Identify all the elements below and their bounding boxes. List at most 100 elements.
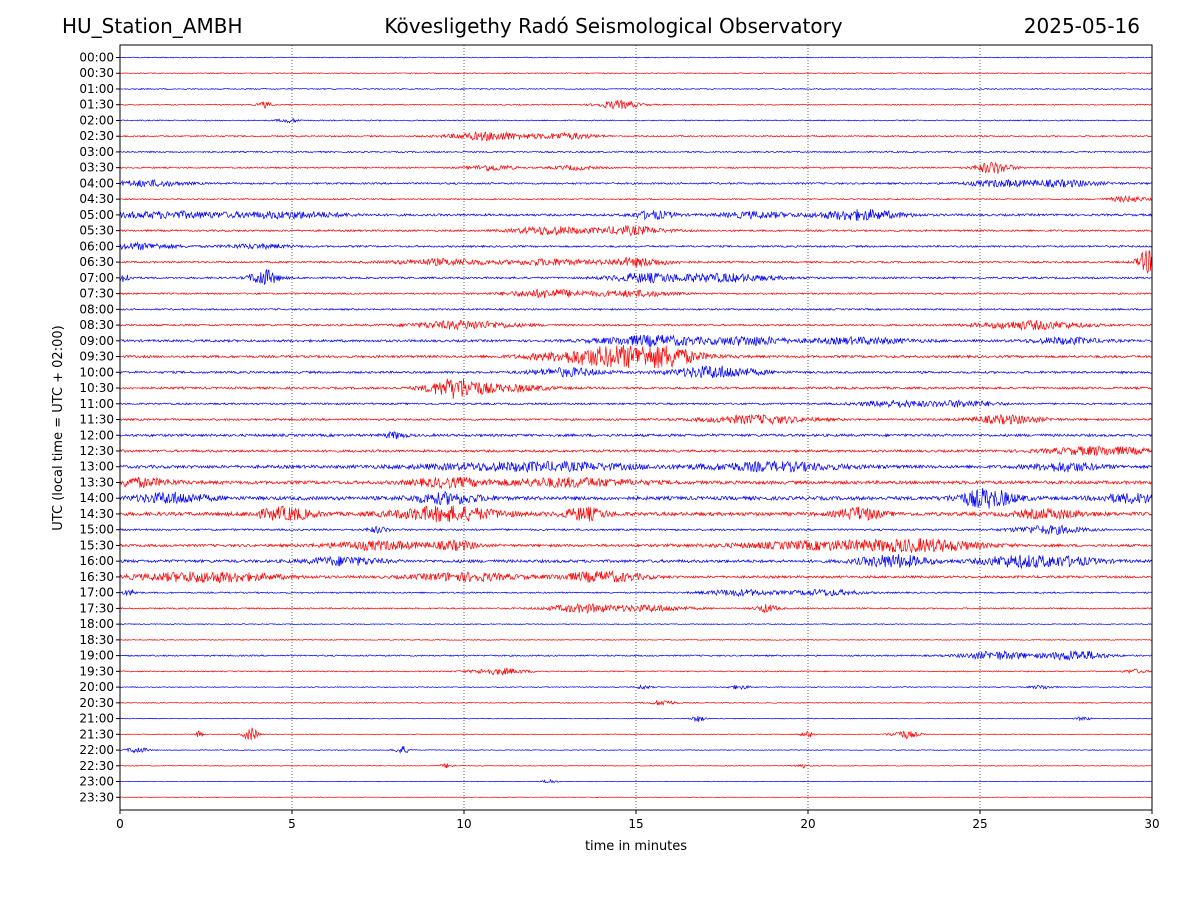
y-tick-label: 09:00	[79, 334, 114, 348]
y-tick-label: 05:30	[79, 224, 114, 238]
trace-0300	[119, 150, 1153, 154]
trace-0830	[119, 319, 1153, 332]
trace-1630	[119, 570, 1153, 584]
y-tick-label: 01:30	[79, 98, 114, 112]
trace-0900	[119, 334, 1153, 347]
trace-0000	[119, 56, 1153, 59]
trace-0330	[119, 161, 1153, 174]
y-tick-label: 23:00	[79, 775, 114, 789]
x-tick-label: 25	[972, 817, 987, 831]
trace-1800	[119, 623, 1153, 626]
x-tick-label: 5	[288, 817, 296, 831]
y-tick-label: 21:30	[79, 727, 114, 741]
y-tick-label: 19:00	[79, 649, 114, 663]
y-tick-label: 00:30	[79, 66, 114, 80]
y-tick-label: 11:30	[79, 413, 114, 427]
y-tick-label: 07:30	[79, 287, 114, 301]
trace-0400	[119, 178, 1153, 189]
trace-2030	[119, 699, 1153, 706]
trace-1900	[119, 650, 1153, 661]
y-tick-label: 12:00	[79, 428, 114, 442]
trace-2100	[119, 716, 1153, 722]
y-tick-label: 02:30	[79, 129, 114, 143]
y-tick-label: 20:00	[79, 680, 114, 694]
trace-1600	[119, 554, 1153, 570]
trace-1230	[119, 445, 1153, 457]
trace-0500	[119, 209, 1153, 221]
trace-1530	[119, 538, 1153, 553]
trace-0930	[119, 344, 1153, 369]
x-tick-label: 0	[116, 817, 124, 831]
chart-date: 2025-05-16	[1023, 14, 1140, 38]
y-axis-label: UTC (local time = UTC + 02:00)	[51, 325, 66, 530]
trace-0230	[119, 131, 1153, 142]
trace-0200	[119, 117, 1153, 124]
trace-1130	[119, 413, 1153, 426]
y-tick-label: 08:00	[79, 302, 114, 316]
trace-1300	[119, 460, 1153, 473]
y-tick-label: 15:30	[79, 538, 114, 552]
trace-1730	[119, 602, 1153, 614]
trace-0430	[119, 195, 1153, 203]
trace-1200	[119, 431, 1153, 440]
trace-0630	[120, 250, 1153, 275]
y-tick-label: 03:30	[79, 161, 114, 175]
trace-0100	[119, 87, 1153, 91]
y-tick-label: 04:00	[79, 176, 114, 190]
trace-0130	[119, 99, 1153, 110]
trace-2130	[119, 727, 1153, 741]
y-tick-label: 08:30	[79, 318, 114, 332]
y-tick-label: 16:30	[79, 570, 114, 584]
trace-1030	[119, 378, 1153, 399]
y-tick-label: 13:30	[79, 475, 114, 489]
grid-lines	[291, 45, 981, 810]
trace-2000	[119, 684, 1153, 691]
y-tick-label: 07:00	[79, 271, 114, 285]
y-tick-label: 05:00	[79, 208, 114, 222]
trace-0700	[119, 268, 1153, 285]
x-tick-label: 20	[800, 817, 815, 831]
y-tick-label: 22:30	[79, 759, 114, 773]
y-tick-label: 13:00	[79, 460, 114, 474]
seismic-traces	[119, 56, 1153, 798]
y-tick-label: 20:30	[79, 696, 114, 710]
trace-2330	[119, 796, 1153, 798]
y-tick-label: 22:00	[79, 743, 114, 757]
y-tick-label: 19:30	[79, 664, 114, 678]
y-tick-label: 01:00	[79, 82, 114, 96]
trace-2230	[119, 762, 1153, 769]
y-tick-label: 09:30	[79, 350, 114, 364]
y-tick-label: 16:00	[79, 554, 114, 568]
y-tick-label: 04:30	[79, 192, 114, 206]
y-tick-label: 00:00	[79, 51, 114, 65]
y-tick-label: 18:30	[79, 633, 114, 647]
x-tick-label: 30	[1144, 817, 1159, 831]
trace-1000	[119, 365, 1153, 379]
y-tick-label: 17:00	[79, 586, 114, 600]
trace-1930	[119, 667, 1153, 676]
station-name: HU_Station_AMBH	[62, 14, 243, 38]
trace-0030	[119, 72, 1153, 75]
y-tick-label: 18:00	[79, 617, 114, 631]
chart-title: Kövesligethy Radó Seismological Observat…	[384, 14, 843, 38]
trace-0800	[119, 307, 1153, 311]
trace-2300	[119, 778, 1153, 784]
y-tick-label: 23:30	[79, 790, 114, 804]
trace-0600	[119, 241, 1153, 251]
x-tick-label: 15	[628, 817, 643, 831]
y-tick-label: 21:00	[79, 712, 114, 726]
trace-1330	[119, 476, 1153, 490]
x-axis-ticks: 0 5 10 15 20 25 30	[116, 810, 1160, 831]
x-tick-label: 10	[456, 817, 471, 831]
trace-1700	[119, 588, 1153, 598]
trace-0530	[119, 224, 1153, 237]
y-tick-label: 06:00	[79, 239, 114, 253]
trace-2200	[119, 746, 1153, 754]
y-tick-label: 11:00	[79, 397, 114, 411]
x-axis-label: time in minutes	[585, 839, 687, 854]
y-tick-label: 10:30	[79, 381, 114, 395]
trace-1400	[119, 488, 1153, 509]
trace-0730	[119, 288, 1153, 299]
